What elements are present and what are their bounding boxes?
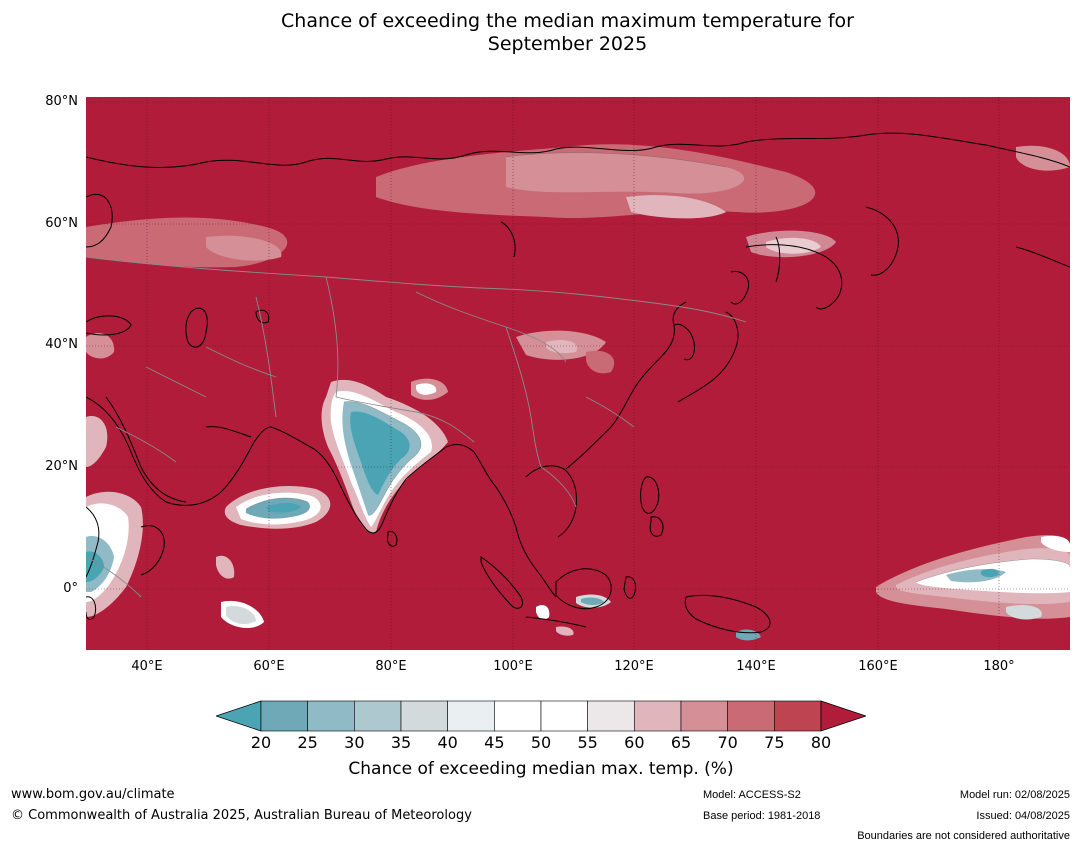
arabian-sea-low-zone bbox=[224, 486, 331, 529]
colorbar-under-triangle bbox=[214, 700, 262, 732]
colorbar-tick-label: 55 bbox=[577, 733, 598, 752]
title-line-2: September 2025 bbox=[487, 33, 648, 55]
colorbar-tick-label: 25 bbox=[297, 733, 318, 752]
colorbar-swatch bbox=[354, 700, 402, 732]
website-text: www.bom.gov.au/climate bbox=[11, 787, 175, 802]
east-africa-low-zone bbox=[86, 416, 264, 629]
colorbar-tick-label: 80 bbox=[810, 733, 832, 752]
lat-label-0: 0° bbox=[63, 581, 78, 596]
colorbar-tick-label: 20 bbox=[250, 733, 272, 752]
india-low-zone bbox=[321, 378, 448, 533]
map-title: Chance of exceeding the median maximum t… bbox=[0, 10, 1081, 56]
colorbar-label: Chance of exceeding median max. temp. (%… bbox=[348, 759, 734, 779]
colorbar-tick-label: 35 bbox=[390, 733, 412, 752]
colorbar-tick-label: 50 bbox=[530, 733, 552, 752]
lat-label-20n: 20°N bbox=[45, 459, 78, 474]
colorbar-swatch bbox=[260, 700, 308, 732]
model-text: Model: ACCESS-S2 bbox=[703, 789, 801, 801]
colorbar-tick-label: 65 bbox=[670, 733, 692, 752]
lon-label-80e: 80°E bbox=[375, 659, 407, 674]
colorbar-swatch bbox=[587, 700, 635, 732]
copyright-text: © Commonwealth of Australia 2025, Austra… bbox=[11, 808, 472, 823]
colorbar-tick-label: 40 bbox=[437, 733, 458, 752]
lon-label-180: 180° bbox=[983, 659, 1015, 674]
issued-text: Issued: 04/08/2025 bbox=[976, 810, 1070, 822]
central-asia-light-zone bbox=[86, 330, 615, 374]
lon-label-140e: 140°E bbox=[736, 659, 776, 674]
lat-label-60n: 60°N bbox=[45, 216, 78, 231]
model-run-text: Model run: 02/08/2025 bbox=[959, 789, 1070, 801]
lon-label-40e: 40°E bbox=[131, 659, 163, 674]
colorbar-swatch bbox=[494, 700, 542, 732]
lon-label-100e: 100°E bbox=[493, 659, 533, 674]
colorbar-swatch bbox=[727, 700, 775, 732]
base-period-text: Base period: 1981-2018 bbox=[703, 810, 821, 822]
lon-label-60e: 60°E bbox=[253, 659, 285, 674]
colorbar-over-triangle bbox=[820, 700, 868, 732]
pacific-low-zone bbox=[876, 535, 1070, 620]
colorbar-swatch bbox=[774, 700, 822, 732]
colorbar-tick-label: 45 bbox=[484, 733, 505, 752]
colorbar-swatch bbox=[634, 700, 682, 732]
lon-label-160e: 160°E bbox=[858, 659, 898, 674]
colorbar-swatch bbox=[400, 700, 448, 732]
lon-label-120e: 120°E bbox=[614, 659, 654, 674]
contour-lines bbox=[245, 152, 1070, 583]
boundaries-note: Boundaries are not considered authoritat… bbox=[857, 830, 1070, 842]
colorbar-swatches bbox=[214, 700, 868, 732]
country-borders bbox=[86, 256, 747, 598]
colorbar bbox=[214, 700, 868, 732]
map-canvas bbox=[86, 97, 1070, 650]
graticule bbox=[86, 97, 1070, 650]
colorbar-tick-label: 30 bbox=[344, 733, 365, 752]
title-line-1: Chance of exceeding the median maximum t… bbox=[281, 10, 854, 32]
probability-map bbox=[86, 97, 1070, 650]
colorbar-tick-label: 60 bbox=[624, 733, 645, 752]
colorbar-swatch bbox=[680, 700, 728, 732]
colorbar-tick-label: 70 bbox=[717, 733, 738, 752]
colorbar-swatch bbox=[447, 700, 495, 732]
colorbar-swatch bbox=[307, 700, 355, 732]
coastlines bbox=[86, 132, 1070, 634]
colorbar-swatch bbox=[540, 700, 588, 732]
lat-label-80n: 80°N bbox=[45, 94, 78, 109]
colorbar-tick-label: 75 bbox=[764, 733, 785, 752]
lat-label-40n: 40°N bbox=[45, 337, 78, 352]
